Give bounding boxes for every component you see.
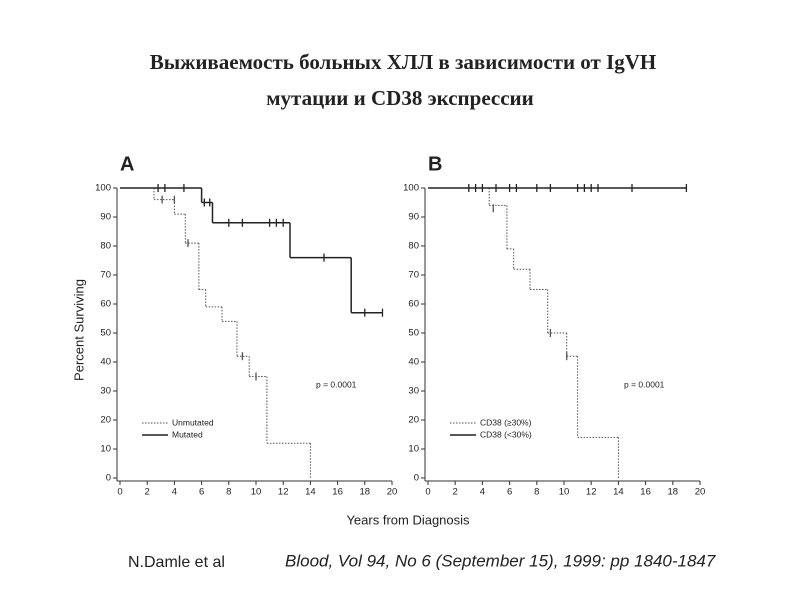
x-tick-label: 14: [613, 487, 624, 498]
legend-label: CD38 (<30%): [480, 429, 532, 439]
citation: Blood, Vol 94, No 6 (September 15), 1999…: [285, 551, 716, 570]
x-tick-label: 18: [668, 487, 679, 498]
y-tick-label: 60: [408, 299, 419, 310]
x-tick-label: 18: [360, 487, 371, 498]
x-tick-label: 12: [586, 487, 597, 498]
x-tick-label: 2: [453, 487, 458, 498]
x-tick-label: 2: [145, 487, 150, 498]
x-tick-label: 6: [199, 487, 204, 498]
y-tick-label: 50: [100, 328, 111, 339]
x-tick-label: 10: [251, 487, 262, 498]
p-value: p = 0.0001: [316, 379, 357, 389]
legend-label: Mutated: [172, 429, 203, 439]
x-tick-label: 6: [507, 487, 512, 498]
y-tick-label: 40: [408, 357, 419, 368]
legend-label: Unmutated: [172, 417, 214, 427]
p-value: p = 0.0001: [624, 379, 665, 389]
y-tick-label: 20: [408, 415, 419, 426]
y-tick-label: 60: [100, 299, 111, 310]
x-axis-label: Years from Diagnosis: [346, 512, 470, 527]
y-tick-label: 90: [100, 212, 111, 223]
x-tick-label: 8: [226, 487, 231, 498]
y-axis-label: Percent Surviving: [71, 279, 86, 381]
legend-label: CD38 (≥30%): [480, 417, 532, 427]
x-tick-label: 20: [695, 487, 706, 498]
y-tick-label: 10: [100, 444, 111, 455]
y-tick-label: 30: [408, 386, 419, 397]
x-tick-label: 8: [534, 487, 539, 498]
x-tick-label: 16: [640, 487, 651, 498]
y-tick-label: 0: [414, 473, 419, 484]
x-tick-label: 10: [559, 487, 570, 498]
y-tick-label: 0: [106, 473, 111, 484]
slide-title: Выживаемость больных ХЛЛ в зависимости о…: [150, 50, 657, 74]
y-tick-label: 80: [100, 241, 111, 252]
x-tick-label: 4: [480, 487, 485, 498]
y-tick-label: 100: [95, 183, 111, 194]
panel-label: B: [428, 153, 442, 175]
x-tick-label: 20: [387, 487, 398, 498]
y-tick-label: 20: [100, 415, 111, 426]
x-tick-label: 14: [305, 487, 316, 498]
x-tick-label: 0: [425, 487, 430, 498]
y-tick-label: 40: [100, 357, 111, 368]
y-tick-label: 70: [408, 270, 419, 281]
y-tick-label: 30: [100, 386, 111, 397]
y-tick-label: 70: [100, 270, 111, 281]
y-tick-label: 50: [408, 328, 419, 339]
x-tick-label: 12: [278, 487, 289, 498]
y-tick-label: 90: [408, 212, 419, 223]
y-tick-label: 80: [408, 241, 419, 252]
x-tick-label: 0: [117, 487, 122, 498]
y-tick-label: 100: [403, 183, 419, 194]
y-tick-label: 10: [408, 444, 419, 455]
panel-label: A: [120, 153, 134, 175]
x-tick-label: 4: [172, 487, 177, 498]
authors: N.Damle et al: [128, 554, 225, 571]
x-tick-label: 16: [332, 487, 343, 498]
slide-title: мутации и CD38 экспрессии: [266, 86, 534, 110]
